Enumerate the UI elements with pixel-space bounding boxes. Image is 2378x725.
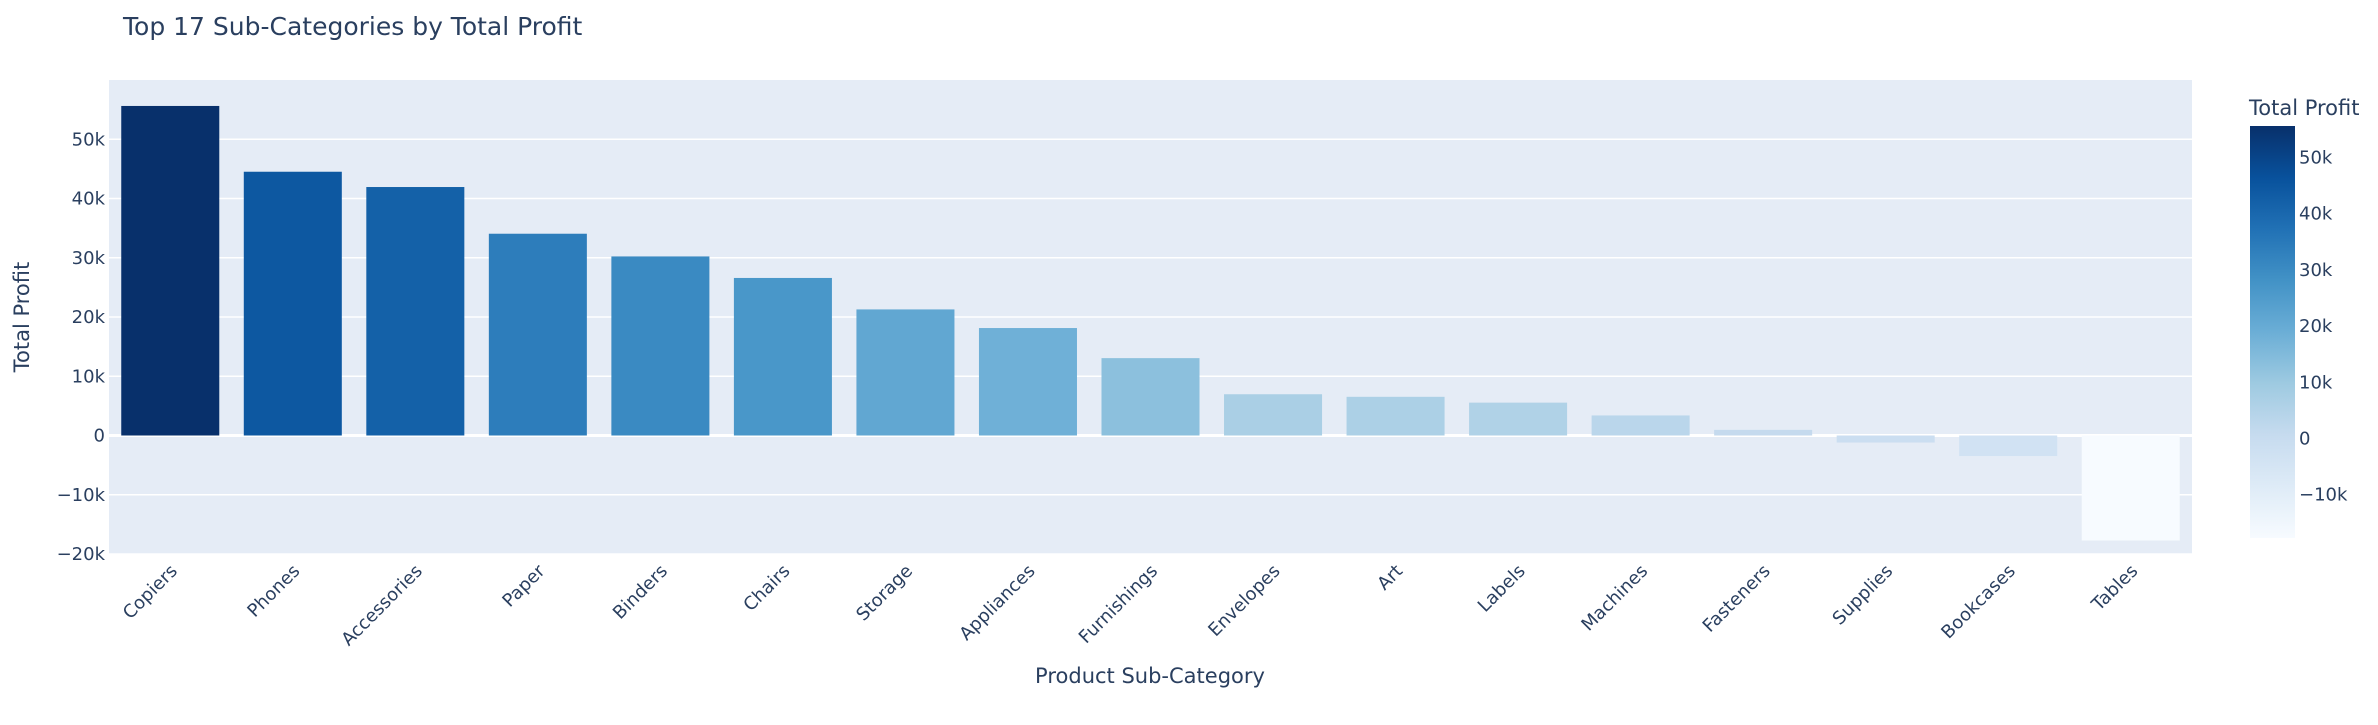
bar-copiers[interactable] [121,105,220,436]
y-tick-label-50000: 50k [72,129,106,150]
bar-labels[interactable] [1469,402,1568,436]
bar-binders[interactable] [611,256,710,436]
x-tick-label-art: Art [1373,561,1407,595]
colorbar-tick-label-0: 0 [2299,428,2310,449]
colorbar-tick-label-40000: 40k [2299,204,2333,225]
bar-storage[interactable] [856,309,955,436]
bar-supplies[interactable] [1836,435,1935,443]
bar-phones[interactable] [243,171,342,436]
colorbar [2250,126,2295,538]
colorbar-tick-label-20000: 20k [2299,316,2333,337]
y-tick-label-10000: 10k [72,366,106,387]
bar-fasteners[interactable] [1714,429,1813,436]
bar-bookcases[interactable] [1959,435,2058,457]
x-tick-label-copiers: Copiers [119,561,182,624]
bar-appliances[interactable] [978,328,1077,436]
x-tick-label-phones: Phones [243,561,304,622]
y-tick-label--20000: −20k [57,544,106,565]
colorbar-ticks-layer: −10k 0 10k 20k 30k 40k 50k [2299,148,2348,506]
x-tick-label-labels: Labels [1474,561,1530,617]
x-tick-label-storage: Storage [852,561,917,626]
bar-art[interactable] [1346,396,1445,436]
bar-chairs[interactable] [733,277,832,436]
y-tick-label--10000: −10k [57,485,106,506]
x-tick-label-chairs: Chairs [739,561,794,616]
x-tick-label-tables: Tables [2087,561,2142,616]
x-axis-title: Product Sub-Category [1035,664,1265,688]
x-tick-label-supplies: Supplies [1829,561,1898,630]
colorbar-tick-label-30000: 30k [2299,260,2333,281]
x-tick-label-machines: Machines [1577,561,1652,636]
x-tick-label-appliances: Appliances [955,561,1039,645]
y-ticks-layer: −20k −10k 0 10k 20k 30k 40k 50k [57,129,106,565]
bar-envelopes[interactable] [1224,394,1323,436]
x-tick-label-furnishings: Furnishings [1075,561,1162,648]
x-tick-label-paper: Paper [498,560,549,611]
x-tick-label-binders: Binders [609,561,672,624]
y-tick-label-40000: 40k [72,189,106,210]
x-tick-label-fasteners: Fasteners [1699,561,1775,637]
colorbar-tick-label-50000: 50k [2299,148,2333,169]
bar-accessories[interactable] [366,187,465,436]
colorbar-title: Total Profit [2248,96,2360,120]
x-tick-label-envelopes: Envelopes [1204,561,1284,641]
y-tick-label-0: 0 [94,426,105,447]
colorbar-tick-label-10000: 10k [2299,372,2333,393]
colorbar-tick-label--10000: −10k [2299,485,2348,506]
x-tick-label-bookcases: Bookcases [1937,561,2019,643]
x-tick-label-accessories: Accessories [337,561,426,650]
bar-machines[interactable] [1591,415,1690,436]
y-tick-label-20000: 20k [72,307,106,328]
bar-paper[interactable] [488,233,587,436]
y-axis-title: Total Profit [10,262,34,374]
x-ticks-layer: Copiers Phones Accessories Paper Binders Chai… [119,560,2142,650]
y-tick-label-30000: 30k [72,248,106,269]
bar-furnishings[interactable] [1101,358,1200,436]
chart-title: Top 17 Sub-Categories by Total Profit [122,12,583,41]
bar-tables[interactable] [2081,435,2180,541]
bars-layer [121,105,2180,541]
